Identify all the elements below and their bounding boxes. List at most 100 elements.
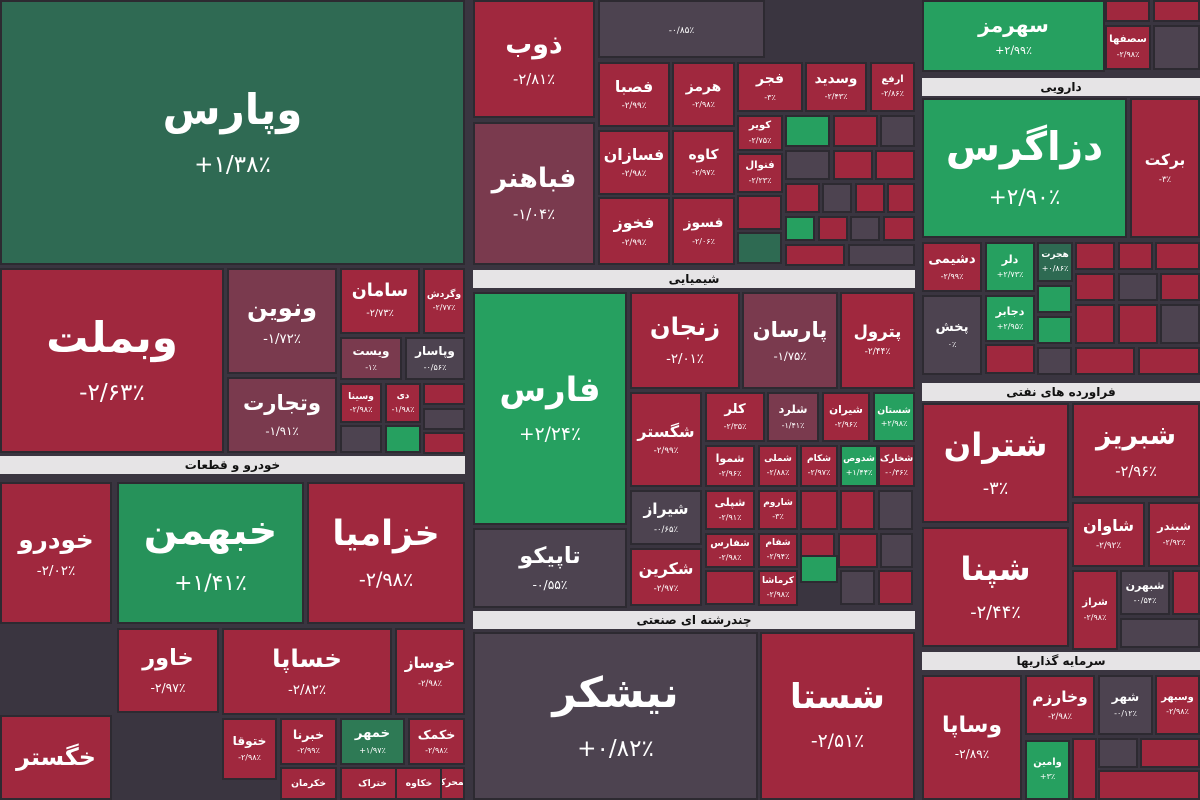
price-change: -۲/۹۸٪ <box>766 589 790 599</box>
price-change: -۲/۹۸٪ <box>1083 612 1107 622</box>
filler-tile <box>822 183 852 213</box>
stock-tile: سامان -۲/۷۳٪ <box>340 268 420 334</box>
stock-tile: فارس +۲/۲۴٪ <box>473 292 627 525</box>
stock-symbol: شخارک <box>879 453 914 464</box>
stock-symbol: دزاگرس <box>945 124 1104 170</box>
price-change: -۲/۹۸٪ <box>417 677 443 688</box>
stock-tile: وپاسار -۰/۵۶٪ <box>405 337 465 380</box>
stock-symbol: وخارزم <box>1032 687 1088 706</box>
stock-symbol: شموا <box>715 452 745 466</box>
price-change: -۰/۳۶٪ <box>885 467 908 477</box>
filler-tile <box>1098 738 1138 768</box>
stock-symbol: شلرد <box>778 401 808 416</box>
stock-tile: شپنا -۲/۴۴٪ <box>922 527 1069 647</box>
stock-tile: شفارس -۲/۹۸٪ <box>705 533 755 568</box>
price-change: +۰/۸۲٪ <box>577 735 654 762</box>
price-change: -۲/۸۹٪ <box>954 746 990 761</box>
price-change: -۲/۴۳٪ <box>824 92 848 102</box>
price-change: -۳٪ <box>764 92 776 102</box>
stock-symbol: ویست <box>352 343 390 358</box>
price-change: -۲/۹۸٪ <box>358 567 414 591</box>
price-change: -۰/۶۵٪ <box>653 523 679 534</box>
price-change: +۲/۹۸٪ <box>880 418 908 428</box>
stock-tile: فباهنر -۱/۰۴٪ <box>473 122 595 265</box>
stock-symbol: وپاسار <box>415 343 455 358</box>
stock-tile: خبرنا -۲/۹۹٪ <box>280 718 337 765</box>
price-change: -۰/۱۲٪ <box>1114 709 1137 719</box>
stock-symbol: خبهمن <box>143 507 278 554</box>
stock-symbol: شدوص <box>843 453 875 464</box>
price-change: -۳٪ <box>982 477 1009 499</box>
stock-tile: پخش ۰٪ <box>922 295 982 375</box>
price-change: -۱/۴۱٪ <box>781 420 805 430</box>
price-change: -۲/۰۶٪ <box>692 236 715 246</box>
price-change: -۲/۹۸٪ <box>718 552 742 562</box>
stock-symbol: پخش <box>935 319 969 335</box>
filler-tile <box>833 115 878 147</box>
stock-symbol: نیشکر <box>552 668 679 718</box>
stock-symbol: ختوقا <box>232 734 267 749</box>
price-change: -۳٪ <box>772 511 784 521</box>
sector-label: فراورده های نفتی <box>922 383 1200 401</box>
stock-tile: نیشکر +۰/۸۲٪ <box>473 632 758 800</box>
filler-tile <box>985 344 1035 374</box>
filler-tile <box>878 570 913 605</box>
stock-symbol: فمحرکه <box>440 778 464 789</box>
stock-tile: دلر +۲/۷۳٪ <box>985 242 1035 292</box>
stock-symbol: شیران <box>829 403 863 416</box>
stock-tile: شملی -۲/۸۸٪ <box>758 445 798 487</box>
stock-tile: وساپا -۲/۸۹٪ <box>922 675 1022 800</box>
stock-symbol: وامین <box>1033 757 1062 769</box>
price-change: -۲/۹۶٪ <box>834 419 858 429</box>
stock-tile: شفام -۲/۹۴٪ <box>758 533 798 568</box>
stock-tile: شتران -۳٪ <box>922 403 1069 523</box>
filler-tile <box>848 244 915 266</box>
filler-tile <box>838 533 878 568</box>
stock-tile: وتجارت -۱/۹۱٪ <box>227 377 337 453</box>
filler-tile <box>1105 0 1150 22</box>
stock-tile: ختراک <box>340 767 405 800</box>
price-change: -۲/۹۶٪ <box>1115 462 1157 480</box>
stock-symbol: ارفع <box>881 74 904 86</box>
filler-tile <box>423 383 465 405</box>
stock-symbol: خوساز <box>404 654 456 673</box>
stock-tile: شبهرن -۰/۵۴٪ <box>1120 570 1170 615</box>
stock-symbol: خاور <box>142 645 194 672</box>
sector-label: سرمایه گذاریها <box>922 652 1200 670</box>
stock-symbol: خگستر <box>16 743 96 772</box>
price-change: -۱/۷۵٪ <box>773 349 807 364</box>
stock-symbol: وسدید <box>814 71 858 88</box>
price-change: -۲/۹۸٪ <box>692 100 715 110</box>
filler-tile <box>800 490 838 530</box>
price-change: -۲/۹۷٪ <box>692 168 715 178</box>
stock-symbol: دی <box>396 390 410 401</box>
stock-tile: کاوه -۲/۹۷٪ <box>672 130 735 195</box>
stock-tile: پترول -۲/۴۴٪ <box>840 292 915 389</box>
stock-symbol: زنجان <box>649 313 721 342</box>
filler-tile <box>785 115 830 147</box>
stock-tile: ارفع -۲/۸۶٪ <box>870 62 915 112</box>
stock-tile: فسوز -۲/۰۶٪ <box>672 197 735 265</box>
stock-symbol: شاوان <box>1083 516 1134 536</box>
filler-tile <box>340 425 382 453</box>
filler-tile <box>423 432 465 454</box>
stock-symbol: خساپا <box>272 643 342 673</box>
stock-tile: وپارس +۱/۳۸٪ <box>0 0 465 265</box>
price-change: -۲/۰۱٪ <box>666 351 704 367</box>
filler-tile <box>818 216 848 241</box>
filler-tile <box>1075 242 1115 270</box>
stock-tile: خساپا -۲/۸۲٪ <box>222 628 392 715</box>
price-change: -۲/۹۸٪ <box>1116 50 1140 60</box>
stock-tile: خمهر +۱/۹۷٪ <box>340 718 405 765</box>
stock-tile: شدوص +۱/۴۴٪ <box>840 445 878 487</box>
price-change: -۱/۰۴٪ <box>513 205 555 223</box>
stock-tile: پارسان -۱/۷۵٪ <box>742 292 838 389</box>
stock-symbol: ختراک <box>358 777 387 789</box>
price-change: -۲/۸۲٪ <box>287 682 327 698</box>
stock-tile: شکرین -۲/۹۷٪ <box>630 548 702 606</box>
stock-tile: سصفها -۲/۹۸٪ <box>1105 25 1151 70</box>
stock-tile: فسازان -۲/۹۸٪ <box>598 130 670 195</box>
stock-tile: شبریز -۲/۹۶٪ <box>1072 403 1200 498</box>
stock-symbol: شستان <box>877 404 911 416</box>
price-change: +۲/۲۴٪ <box>519 423 581 445</box>
